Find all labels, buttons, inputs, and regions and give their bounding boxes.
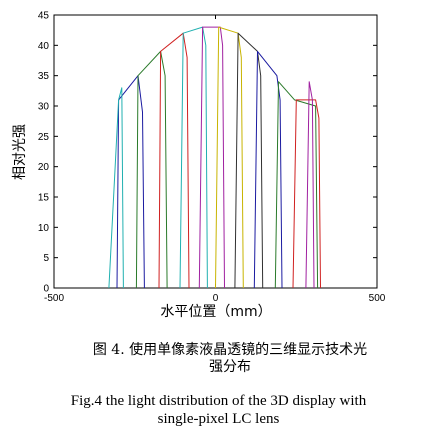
y-tick-label: 0 — [43, 284, 49, 295]
series-line-8 — [253, 50, 283, 289]
series-line-12 — [305, 81, 315, 289]
caption-cn-line-1: 图 4. 使用单像素液晶透镜的三维显示技术光 — [92, 342, 368, 358]
caption-en-line-2: single-pixel LC lens — [157, 411, 280, 427]
y-tick-label: 30 — [38, 102, 50, 113]
y-tick-label: 40 — [38, 41, 50, 52]
x-axis-ticks: -500 0 500 — [44, 15, 386, 304]
series-line-3 — [158, 32, 190, 289]
x-tick-label: -500 — [44, 293, 64, 304]
y-tick-label: 35 — [38, 71, 50, 82]
y-tick-label: 10 — [38, 223, 50, 234]
series-line-2 — [135, 50, 168, 289]
x-tick-label: 0 — [213, 293, 219, 304]
series-line-6 — [215, 26, 244, 289]
y-tick-label: 15 — [38, 193, 50, 204]
y-tick-label: 25 — [38, 132, 50, 143]
series-line-4 — [179, 26, 208, 289]
series-line-7 — [234, 32, 264, 289]
x-axis-label: 水平位置（mm） — [160, 304, 271, 320]
y-tick-label: 45 — [38, 11, 50, 22]
series-line-1 — [116, 75, 145, 289]
caption-en-line-1: Fig.4 the light distribution of the 3D d… — [70, 393, 367, 409]
plot-area-frame — [53, 14, 378, 289]
series-line-5 — [198, 26, 225, 289]
caption-chinese: 图 4. 使用单像素液晶透镜的三维显示技术光 强分布 — [40, 342, 420, 376]
caption-english: Fig.4 the light distribution of the 3D d… — [0, 392, 437, 428]
x-tick-label: 500 — [369, 293, 386, 304]
caption-cn-line-2: 强分布 — [209, 359, 251, 375]
y-axis-label: 相对光强 — [12, 124, 28, 180]
series-line-10 — [292, 99, 321, 289]
series-line-9 — [274, 81, 319, 289]
y-axis-ticks: 0 5 10 15 20 25 30 35 40 45 — [38, 11, 377, 295]
y-tick-label: 20 — [38, 162, 50, 173]
series-lines — [108, 26, 321, 289]
y-tick-label: 5 — [43, 253, 49, 264]
series-line-11 — [108, 87, 124, 289]
